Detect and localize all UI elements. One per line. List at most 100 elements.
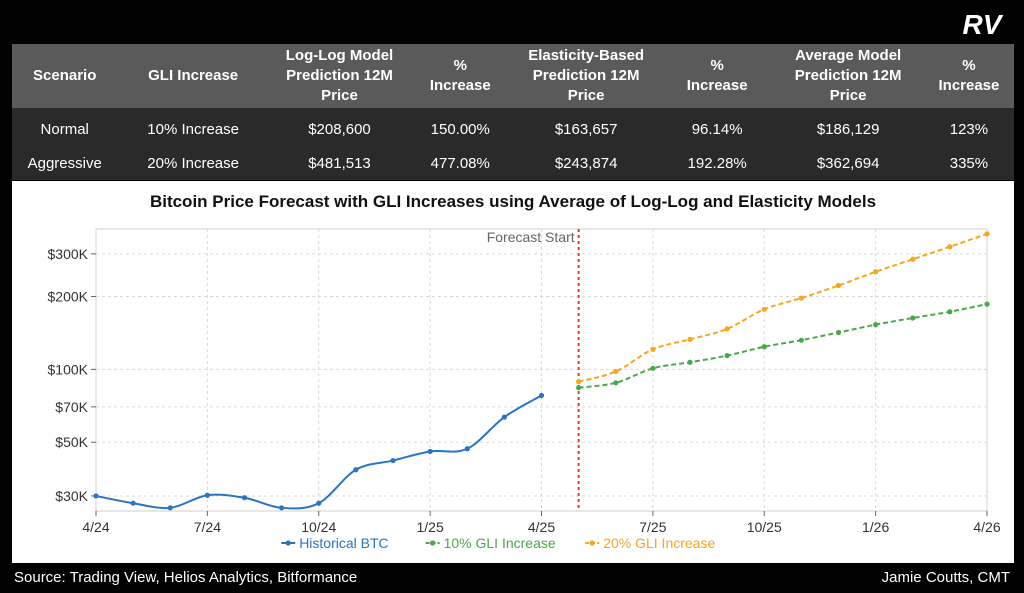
data-point [910,256,916,262]
header-line: % [453,57,467,74]
y-tick-label: $70K [55,399,88,415]
header-cell: % Increase [410,44,511,108]
data-point [724,326,730,332]
data-point [501,414,507,420]
data-point [798,337,804,343]
data-point [984,231,990,237]
y-tick-label: $30K [55,488,88,504]
x-tick-label: 10/24 [301,519,336,535]
chart-svg: Bitcoin Price Forecast with GLI Increase… [48,192,1001,551]
scenario-table: Scenario GLI Increase Log-Log Model Predi… [12,44,1014,180]
x-tick-label: 10/25 [747,519,782,535]
header-line: Elasticity-Based [528,47,645,64]
table-cell: $186,129 [772,108,924,146]
header-line: Prediction 12M [532,67,640,84]
data-point [947,309,953,315]
y-tick-label: $300K [48,246,89,262]
data-point [873,269,879,275]
data-point [167,505,173,511]
header-line: Log-Log Model [285,47,394,64]
legend-swatch-dot [285,540,291,546]
x-tick-label: 4/26 [973,519,1000,535]
table-cell: 150.00% [410,108,511,146]
x-tick-label: 1/25 [417,519,444,535]
x-tick-label: 1/26 [862,519,889,535]
data-point [130,500,136,506]
data-point [204,492,210,498]
table-row: Normal 10% Increase $208,600 150.00% $163,65… [12,108,1014,146]
table-cell: $362,694 [772,146,924,180]
data-point [93,493,99,499]
series-line [578,303,988,389]
table-cell: 96.14% [661,108,773,146]
data-point [984,301,990,307]
author-credit: Jamie Coutts, CMT [881,569,1010,586]
header-cell: Elasticity-Based Prediction 12M Price [510,44,662,108]
y-tick-label: $100K [48,361,89,377]
data-point [316,500,322,506]
legend-label: Historical BTC [299,535,388,551]
data-point [910,315,916,321]
data-point [761,344,767,350]
header-line: Price [567,87,605,104]
data-point [947,244,953,250]
series-line [578,232,988,383]
header-cell: Log-Log Model Prediction 12M Price [268,44,411,108]
data-point [835,282,842,289]
data-point [279,505,285,511]
header-cell: % Increase [661,44,773,108]
table-cell: 192.28% [661,146,773,180]
table-row: Aggressive 20% Increase $481,513 477.08% $24… [12,146,1014,180]
data-point [687,359,693,365]
legend-swatch-dot [430,540,436,546]
axis-layer: 4/24 7/24 10/24 1/25 4/25 7/25 10/25 1/26 4/26 $3… [48,246,1001,535]
data-point [650,365,656,371]
table-cell: 335% [923,146,1014,180]
table-cell: $163,657 [510,108,662,146]
data-point [687,336,693,342]
legend: Historical BTC 10% GLI Increase 20% GLI In… [281,535,715,551]
header-cell: % Increase [923,44,1014,108]
legend-label: 10% GLI Increase [444,535,556,551]
data-point [873,322,879,328]
forecast-start-label: Forecast Start [487,229,575,245]
x-tick-label: 7/24 [194,519,221,535]
data-point [353,467,359,473]
data-point [538,392,545,399]
header-line: Prediction 12M [794,67,902,84]
table-cell: $243,874 [510,146,662,180]
table-cell: Aggressive [12,146,118,180]
table-cell: 477.08% [410,146,511,180]
chart-title: Bitcoin Price Forecast with GLI Increase… [150,192,876,211]
table-cell: 123% [923,108,1014,146]
x-tick-label: 4/25 [528,519,555,535]
rv-logo: RV [963,10,1004,38]
data-point [464,446,470,452]
header-line: Increase [429,77,491,94]
header-line: Increase [686,77,748,94]
data-point [724,352,730,359]
data-point [241,495,248,501]
header-line: Price [321,87,358,104]
data-point [798,295,804,301]
data-point [650,346,656,352]
header-line: Average Model [795,47,902,64]
header-cell: Average Model Prediction 12M Price [772,44,924,108]
header-line: GLI Increase [148,67,239,84]
source-note: Source: Trading View, Helios Analytics, … [14,569,358,586]
data-point [390,457,396,464]
header-line: Prediction 12M [286,67,393,84]
data-point [613,368,619,375]
table-cell: 10% Increase [117,108,269,146]
table-header-row: Scenario GLI Increase Log-Log Model Predi… [12,44,1014,108]
data-point [761,306,767,312]
header-line: % [962,57,976,74]
data-point [613,380,619,386]
data-point [835,329,842,336]
data-point [576,385,582,391]
header-line: Scenario [33,67,97,84]
y-tick-label: $50K [55,434,88,450]
x-tick-label: 7/25 [639,519,666,535]
grid-layer [95,228,988,512]
legend-label: 20% GLI Increase [603,535,715,551]
